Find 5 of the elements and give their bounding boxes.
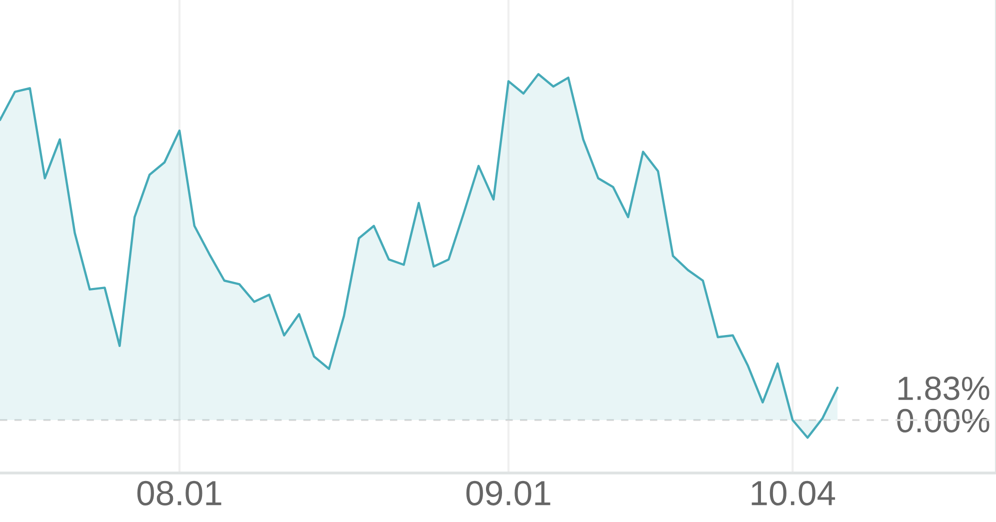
- y-tick-label: 1.83%: [898, 376, 990, 400]
- x-tick-label: 08.01: [137, 480, 222, 506]
- x-tick-label: 09.01: [466, 480, 550, 506]
- y-tick-label: 0.00%: [897, 408, 990, 432]
- x-tick-label: 10.04: [752, 480, 836, 506]
